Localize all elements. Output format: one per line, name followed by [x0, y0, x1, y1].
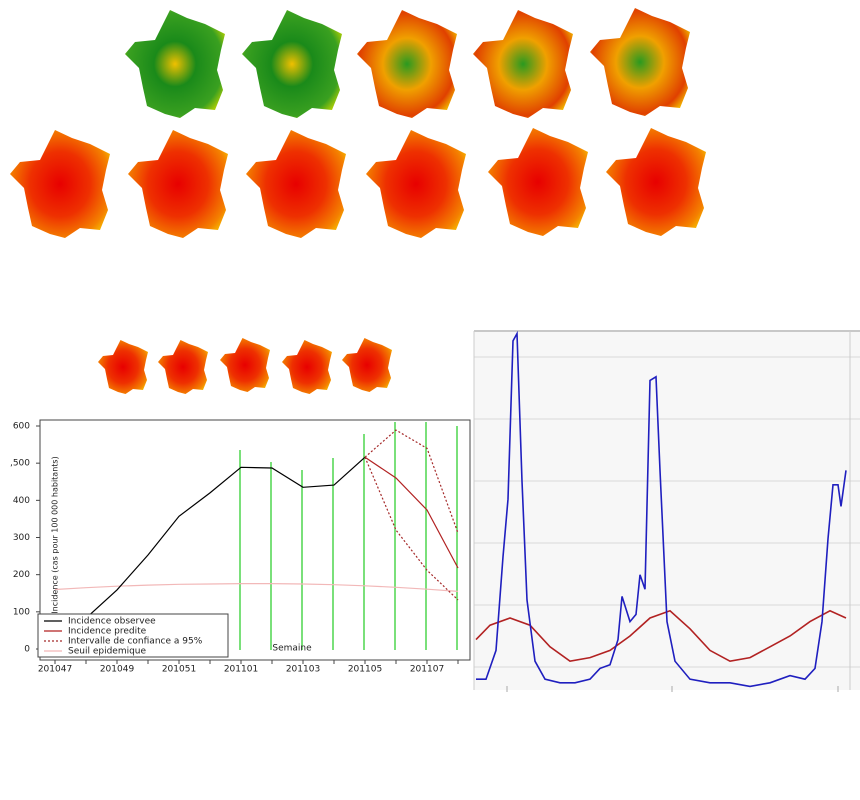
legend-label: Incidence observee — [68, 617, 156, 627]
map — [246, 130, 346, 238]
map — [158, 340, 208, 394]
legend-label: Incidence predite — [68, 627, 147, 637]
x-tick-label: 201049 — [100, 665, 135, 675]
legend-label: Intervalle de confiance a 95% — [68, 637, 203, 647]
y-axis-label: Incidence (cas pour 100 000 habitants) — [51, 456, 60, 613]
series-line — [54, 456, 366, 648]
y-tick-label: 100 — [13, 607, 30, 617]
map — [125, 10, 225, 118]
x-tick-label: 201051 — [162, 665, 196, 675]
x-tick-label: 201103 — [286, 665, 320, 675]
map — [473, 10, 573, 118]
map — [98, 340, 148, 394]
plot-area — [474, 330, 860, 690]
series-line — [364, 429, 459, 534]
map — [242, 10, 342, 118]
x-axis-label: Semaine — [272, 644, 312, 654]
y-tick-label: ,500 — [10, 459, 30, 469]
legend-label: Seuil epidemique — [68, 647, 147, 657]
map — [342, 338, 392, 392]
week-markers — [239, 422, 458, 650]
map — [10, 130, 110, 238]
map — [220, 338, 270, 392]
map — [488, 128, 588, 236]
y-tick-label: 300 — [13, 533, 30, 543]
map — [366, 130, 466, 238]
x-ticks — [506, 686, 839, 692]
y-tick-label: 0 — [24, 645, 30, 655]
series-line — [364, 456, 459, 569]
x-tick-label: 201101 — [224, 665, 258, 675]
y-tick-label: 400 — [13, 496, 30, 506]
x-tick-label: 201047 — [38, 665, 72, 675]
legend — [37, 613, 229, 658]
map — [282, 340, 332, 394]
y-tick-label: 600 — [13, 422, 30, 432]
map — [357, 10, 457, 118]
series-line — [475, 609, 847, 663]
x-tick-label: 201105 — [348, 665, 382, 675]
series-line — [476, 330, 847, 688]
map — [128, 130, 228, 238]
series-line — [364, 456, 459, 601]
y-tick-label: 200 — [13, 570, 30, 580]
series-line — [54, 583, 459, 592]
map — [590, 8, 690, 116]
x-tick-label: 201107 — [410, 665, 444, 675]
map — [606, 128, 706, 236]
